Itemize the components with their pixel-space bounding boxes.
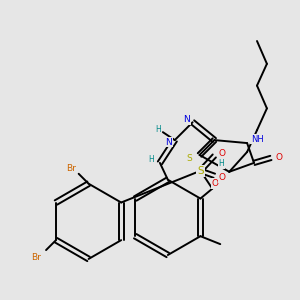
Text: H: H [218, 159, 224, 168]
Text: S: S [187, 154, 193, 164]
Text: H: H [148, 155, 154, 164]
Text: Br: Br [66, 164, 76, 173]
Text: O: O [219, 149, 226, 158]
Text: H: H [155, 125, 161, 134]
Text: S: S [197, 166, 204, 176]
Text: O: O [212, 179, 219, 188]
Text: NH: NH [250, 135, 263, 144]
Text: O: O [275, 153, 282, 162]
Text: N: N [183, 115, 190, 124]
Text: Br: Br [31, 254, 41, 262]
Text: N: N [165, 138, 172, 147]
Text: O: O [219, 173, 226, 182]
